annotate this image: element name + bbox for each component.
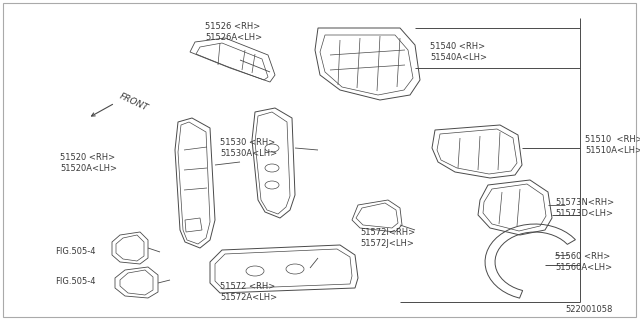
Text: 51510  <RH>
51510A<LH>: 51510 <RH> 51510A<LH> <box>585 135 640 155</box>
Text: FIG.505-4: FIG.505-4 <box>55 277 95 286</box>
Text: FRONT: FRONT <box>118 92 150 113</box>
Text: 51540 <RH>
51540A<LH>: 51540 <RH> 51540A<LH> <box>430 42 487 62</box>
Text: 51530 <RH>
51530A<LH>: 51530 <RH> 51530A<LH> <box>220 138 277 158</box>
Text: 51520 <RH>
51520A<LH>: 51520 <RH> 51520A<LH> <box>60 153 117 173</box>
Text: FIG.505-4: FIG.505-4 <box>55 247 95 257</box>
Text: 51560 <RH>
51560A<LH>: 51560 <RH> 51560A<LH> <box>555 252 612 272</box>
Text: 51573N<RH>
51573D<LH>: 51573N<RH> 51573D<LH> <box>555 198 614 218</box>
Text: 522001058: 522001058 <box>565 306 612 315</box>
Text: 51572 <RH>
51572A<LH>: 51572 <RH> 51572A<LH> <box>220 282 277 302</box>
Text: 51526 <RH>
51526A<LH>: 51526 <RH> 51526A<LH> <box>205 22 262 42</box>
Text: 51572I<RH>
51572J<LH>: 51572I<RH> 51572J<LH> <box>360 228 415 248</box>
